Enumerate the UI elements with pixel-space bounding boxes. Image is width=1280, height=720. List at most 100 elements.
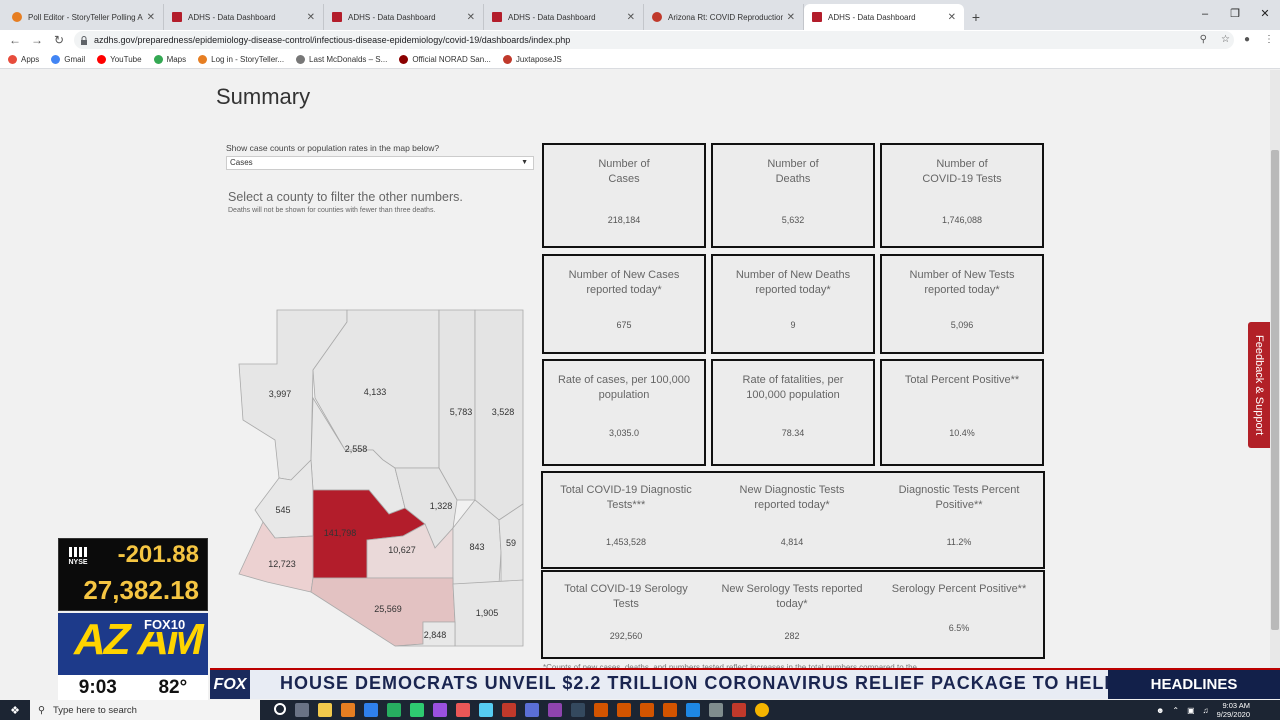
close-icon[interactable]: ✕ xyxy=(306,11,315,23)
app-icon-fox1[interactable] xyxy=(594,703,608,717)
app-icon-3d[interactable] xyxy=(433,703,447,717)
county-value-pinal: 10,627 xyxy=(388,545,416,555)
cortana-icon[interactable] xyxy=(274,703,286,715)
close-icon[interactable]: ✕ xyxy=(146,11,155,23)
app-icon-chart[interactable] xyxy=(479,703,493,717)
app-icon-fox2[interactable] xyxy=(617,703,631,717)
stat-label: Number of COVID-19 Tests xyxy=(922,158,1002,185)
bookmark-item[interactable]: JuxtaposeJS xyxy=(502,54,562,64)
forward-button[interactable]: → xyxy=(31,33,43,47)
stat-card[interactable]: Number of New Deaths reported today* 9 xyxy=(711,254,875,354)
address-bar[interactable]: azdhs.gov/preparedness/epidemiology-dise… xyxy=(74,31,1234,49)
app-icon-purple[interactable] xyxy=(548,703,562,717)
feedback-support-button[interactable]: Feedback & Support xyxy=(1248,322,1270,448)
diagnostic-cell[interactable]: Total COVID-19 Diagnostic Tests*** 1,453,… xyxy=(543,473,709,567)
app-icon-fox4[interactable] xyxy=(663,703,677,717)
browser-tab[interactable]: ADHS - Data Dashboard ✕ xyxy=(164,4,324,30)
browser-tab[interactable]: Poll Editor - StoryTeller Polling A ✕ xyxy=(4,4,164,30)
close-icon[interactable]: ✕ xyxy=(466,11,475,23)
stat-card[interactable]: Number of New Cases reported today* 675 xyxy=(542,254,706,354)
close-icon[interactable]: ✕ xyxy=(786,11,795,23)
bookmark-item[interactable]: Gmail xyxy=(51,54,85,64)
app-icon-orange[interactable] xyxy=(341,703,355,717)
map-mode-select[interactable]: Cases ▼ xyxy=(226,156,534,170)
page-scrollbar[interactable] xyxy=(1270,70,1280,668)
county-navajo[interactable] xyxy=(438,309,476,501)
close-window-button[interactable]: ✕ xyxy=(1260,8,1270,20)
bookmark-item[interactable]: Log in - StoryTeller... xyxy=(198,54,284,64)
file-explorer-icon[interactable] xyxy=(318,703,332,717)
app-icon-fox3[interactable] xyxy=(640,703,654,717)
app-icon-green[interactable] xyxy=(387,703,401,717)
app-icon-pen[interactable] xyxy=(571,703,585,717)
tray-network-icon[interactable]: ▣ xyxy=(1187,705,1195,715)
app-icon-play[interactable] xyxy=(410,703,424,717)
app-icon-m[interactable] xyxy=(525,703,539,717)
county-value-santa-cruz: 2,848 xyxy=(424,630,447,640)
stat-card[interactable]: Number of Deaths 5,632 xyxy=(711,143,875,248)
bookmark-item[interactable]: Official NORAD San... xyxy=(399,54,491,64)
stat-value: 3,035.0 xyxy=(608,428,640,438)
app-icon-blue[interactable] xyxy=(364,703,378,717)
close-icon[interactable]: ✕ xyxy=(626,11,635,23)
bookmark-item[interactable]: Last McDonalds – S... xyxy=(296,54,387,64)
serology-cell[interactable]: Serology Percent Positive** 6.5% xyxy=(876,572,1042,657)
tv-time-temp: 9:03 82° xyxy=(58,675,208,701)
stat-value: 1,453,528 xyxy=(605,537,647,547)
tab-title: Arizona Rt: COVID Reproduction xyxy=(668,12,783,22)
stat-label: Rate of fatalities, per 100,000 populati… xyxy=(742,374,844,401)
serology-cell[interactable]: New Serology Tests reported today* 282 xyxy=(709,572,875,657)
stat-card[interactable]: Total Percent Positive** 10.4% xyxy=(880,359,1044,466)
taskbar-search[interactable]: ⚲ Type here to search xyxy=(30,700,260,720)
browser-tab[interactable]: ADHS - Data Dashboard ✕ xyxy=(804,4,964,30)
system-tray: ☻ ⌃ ▣ ♫ 9:03 AM 9/29/2020 xyxy=(1156,700,1250,720)
bookmark-item[interactable]: Maps xyxy=(153,54,186,64)
minimize-button[interactable]: – xyxy=(1201,8,1209,20)
tab-bar: Poll Editor - StoryTeller Polling A ✕ ADHS… xyxy=(0,0,1280,30)
browser-toolbar: ← → ↻ azdhs.gov/preparedness/epidemiolog… xyxy=(0,30,1280,50)
county-cochise[interactable] xyxy=(452,579,524,647)
app-icon-red[interactable] xyxy=(456,703,470,717)
reload-button[interactable]: ↻ xyxy=(53,33,65,47)
chrome-icon[interactable] xyxy=(755,703,769,717)
new-tab-button[interactable]: + xyxy=(971,9,981,25)
app-icon-grid[interactable] xyxy=(709,703,723,717)
diagnostic-cell[interactable]: Diagnostic Tests Percent Positive** 11.2% xyxy=(876,473,1042,567)
diagnostic-cell[interactable]: New Diagnostic Tests reported today* 4,81… xyxy=(709,473,875,567)
zoom-icon[interactable]: ⚲ xyxy=(1199,34,1207,45)
edge-icon[interactable] xyxy=(686,703,700,717)
restore-button[interactable]: ❐ xyxy=(1230,8,1240,20)
stat-card[interactable]: Number of COVID-19 Tests 1,746,088 xyxy=(880,143,1044,248)
stat-card[interactable]: Number of New Tests reported today* 5,096 xyxy=(880,254,1044,354)
scroll-thumb[interactable] xyxy=(1271,150,1279,630)
app-icon-rec[interactable] xyxy=(732,703,746,717)
close-icon[interactable]: ✕ xyxy=(947,11,956,23)
task-view-icon[interactable] xyxy=(295,703,309,717)
stat-card[interactable]: Number of Cases 218,184 xyxy=(542,143,706,248)
bookmark-icon xyxy=(51,54,61,64)
bookmark-item[interactable]: Apps xyxy=(8,54,39,64)
browser-tab[interactable]: ADHS - Data Dashboard ✕ xyxy=(324,4,484,30)
bookmark-item[interactable]: YouTube xyxy=(97,54,142,64)
county-santa-cruz[interactable] xyxy=(394,621,456,647)
profile-icon[interactable]: ● xyxy=(1243,34,1250,45)
back-button[interactable]: ← xyxy=(9,33,21,47)
menu-icon[interactable]: ⋮ xyxy=(1264,34,1274,45)
stat-label: Serology Percent Positive** xyxy=(891,583,1027,595)
serology-cell[interactable]: Total COVID-19 Serology Tests 292,560 xyxy=(543,572,709,657)
tray-up-icon[interactable]: ⌃ xyxy=(1172,705,1180,715)
app-icon-check[interactable] xyxy=(502,703,516,717)
tray-people-icon[interactable]: ☻ xyxy=(1155,705,1165,715)
virus-icon xyxy=(652,12,662,22)
stat-card[interactable]: Rate of cases, per 100,000 population 3,0… xyxy=(542,359,706,466)
browser-tab[interactable]: ADHS - Data Dashboard ✕ xyxy=(484,4,644,30)
taskbar-clock[interactable]: 9:03 AM 9/29/2020 xyxy=(1217,701,1250,719)
stat-card[interactable]: Rate of fatalities, per 100,000 populati… xyxy=(711,359,875,466)
windows-start-icon[interactable]: ❖ xyxy=(10,704,20,717)
star-icon[interactable]: ☆ xyxy=(1220,34,1230,45)
tray-volume-icon[interactable]: ♫ xyxy=(1202,705,1209,715)
stat-label: Number of Deaths xyxy=(767,158,819,185)
stat-value: 5,632 xyxy=(781,215,805,225)
browser-tab[interactable]: Arizona Rt: COVID Reproduction ✕ xyxy=(644,4,804,30)
